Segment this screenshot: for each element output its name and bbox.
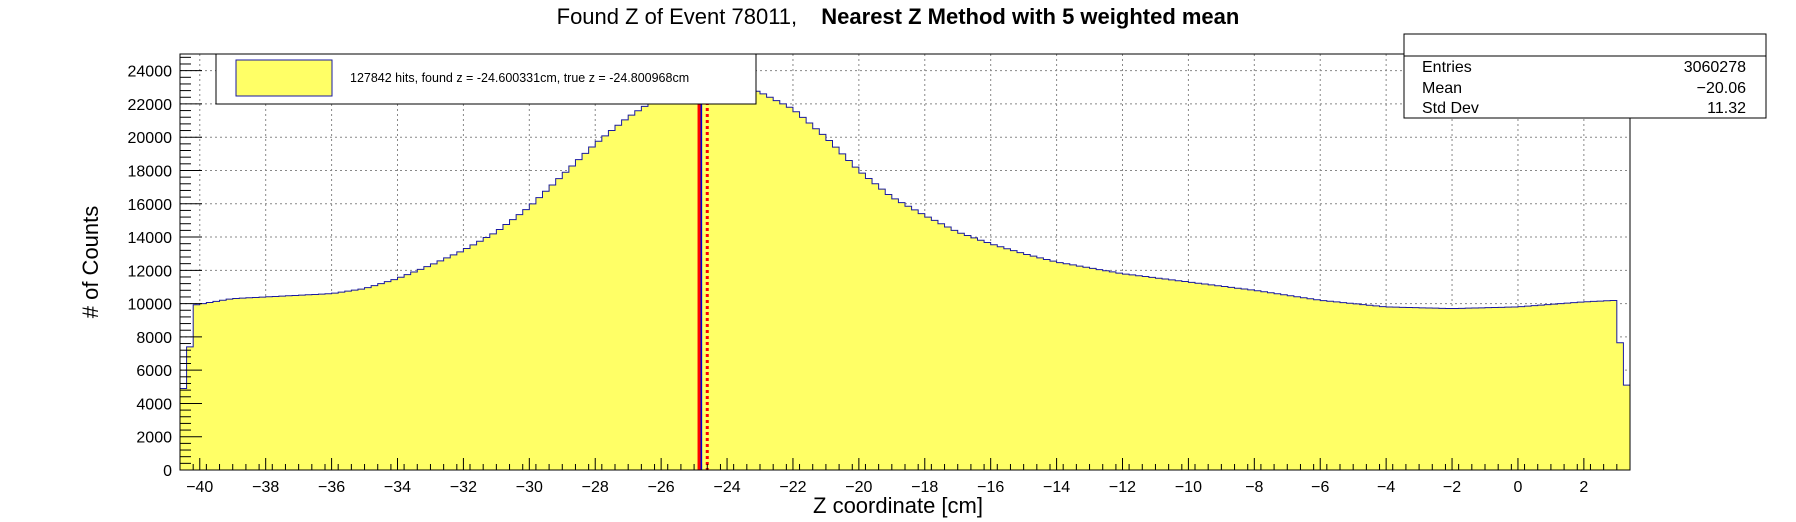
x-axis-ticks: −40 −38 −36 −34 −32 −30 −28 −26 −24 −22 −20 −18 −16−… — [179, 458, 1631, 496]
y-axis-ticks: 0 2000 4000 6000 8000 10000 12000 14000 16000 180… — [128, 56, 202, 480]
x-tick-label: 0 — [1514, 479, 1523, 496]
y-axis-label: # of Counts — [78, 206, 103, 319]
y-tick-label: 10000 — [128, 297, 173, 314]
x-tick-label: 2 — [1579, 479, 1588, 496]
x-tick-label: −22 — [779, 479, 806, 496]
chart-title-prefix: Found Z of Event 78011, — [557, 4, 798, 29]
stats-entries-value: 3060278 — [1684, 59, 1746, 76]
y-tick-label: 14000 — [128, 230, 173, 247]
stats-entries-label: Entries — [1422, 59, 1472, 76]
histogram-series — [179, 85, 1631, 470]
x-tick-label: −38 — [252, 479, 279, 496]
x-tick-label: −30 — [516, 479, 543, 496]
y-tick-label: 4000 — [136, 396, 172, 413]
x-tick-label: −10 — [1175, 479, 1202, 496]
histogram-outline — [179, 85, 1631, 470]
y-tick-label: 20000 — [128, 130, 173, 147]
x-tick-label: −18 — [911, 479, 938, 496]
x-tick-label: −34 — [384, 479, 411, 496]
y-tick-label: 18000 — [128, 163, 173, 180]
chart-title-method: Nearest Z Method with 5 weighted mean — [821, 4, 1239, 29]
histogram-fill — [180, 85, 1630, 470]
y-tick-label: 2000 — [136, 430, 172, 447]
y-tick-label: 8000 — [136, 330, 172, 347]
x-tick-label: −24 — [713, 479, 740, 496]
chart-title: Found Z of Event 78011, Nearest Z Method… — [557, 4, 1240, 29]
x-tick-label: −26 — [648, 479, 675, 496]
x-tick-label: −2 — [1443, 479, 1461, 496]
x-axis-label: Z coordinate [cm] — [813, 493, 983, 518]
stats-mean-value: −20.06 — [1697, 80, 1746, 97]
stats-stddev-label: Std Dev — [1422, 100, 1479, 117]
legend: 127842 hits, found z = -24.600331cm, tru… — [215, 53, 757, 105]
y-tick-label: 24000 — [128, 64, 173, 81]
legend-label: 127842 hits, found z = -24.600331cm, tru… — [350, 71, 689, 85]
y-tick-label: 22000 — [128, 97, 173, 114]
x-tick-label: −16 — [977, 479, 1004, 496]
x-tick-label: −6 — [1311, 479, 1329, 496]
stats-box: Entries 3060278 Mean −20.06 Std Dev 11.3… — [1403, 33, 1767, 119]
y-tick-label: 16000 — [128, 197, 173, 214]
x-tick-label: −14 — [1043, 479, 1070, 496]
x-tick-label: −32 — [450, 479, 477, 496]
x-tick-label: −40 — [186, 479, 213, 496]
stats-mean-label: Mean — [1422, 80, 1462, 97]
y-tick-label: 12000 — [128, 263, 173, 280]
stats-stddev-value: 11.32 — [1707, 100, 1746, 117]
x-tick-label: −12 — [1109, 479, 1136, 496]
x-tick-label: −20 — [845, 479, 872, 496]
z-markers — [697, 54, 709, 470]
x-tick-label: −36 — [318, 479, 345, 496]
y-tick-label: 0 — [163, 463, 172, 480]
x-tick-label: −28 — [582, 479, 609, 496]
x-tick-label: −8 — [1245, 479, 1263, 496]
legend-swatch — [235, 59, 333, 97]
y-tick-label: 6000 — [136, 363, 172, 380]
x-tick-label: −4 — [1377, 479, 1395, 496]
stats-box-frame — [1403, 33, 1767, 119]
